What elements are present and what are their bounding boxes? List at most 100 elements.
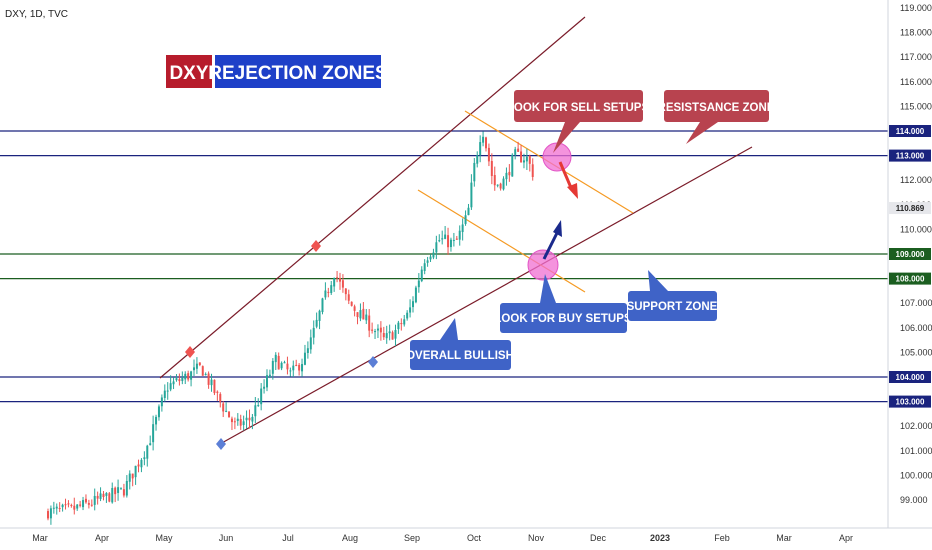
last-price-tag-text: 110.869	[896, 204, 925, 213]
candle-body	[344, 288, 347, 295]
sell-arrow-head-icon	[567, 183, 578, 199]
candle-body	[327, 291, 330, 293]
candle-body	[426, 260, 429, 263]
candle-body	[114, 487, 117, 495]
bullish-callout-pointer	[440, 318, 458, 340]
candle-body	[397, 322, 400, 330]
candle-body	[449, 239, 452, 248]
level-price-tag	[889, 395, 931, 408]
candle-body	[502, 178, 505, 190]
candle-body	[490, 161, 493, 177]
candle-body	[55, 506, 58, 509]
resistance-zone-callout[interactable]: RESISTSANCE ZONE	[658, 90, 775, 144]
candle-body	[414, 287, 417, 303]
time-tick-label: May	[155, 533, 173, 543]
pivot-low-marker	[216, 438, 226, 450]
time-tick-label: Mar	[32, 533, 48, 543]
price-tick-label: 112.000	[900, 175, 932, 185]
horizontal-levels	[0, 130, 888, 403]
candle-body	[289, 370, 292, 372]
candle-body	[511, 154, 514, 177]
candle-body	[58, 508, 61, 510]
candle-body	[412, 301, 414, 308]
candle-body	[525, 156, 528, 162]
chart-title: DXY REJECTION ZONES	[166, 55, 388, 88]
candle-body	[230, 418, 233, 423]
candle-body	[403, 319, 406, 325]
candle-body	[394, 330, 397, 339]
candle-body	[102, 493, 105, 498]
candle-body	[228, 411, 231, 418]
overall-bullish-callout[interactable]: OVERALL BULLISH	[406, 318, 514, 370]
candle-body	[467, 207, 470, 216]
sell-arrow-icon	[558, 161, 574, 191]
support-zone-callout[interactable]: SUPPORT ZONE	[627, 270, 718, 321]
candle-body	[347, 294, 350, 301]
candle-body	[169, 383, 172, 390]
candle-body	[245, 417, 248, 421]
buy-setups-callout[interactable]: LOOK FOR BUY SETUPS	[494, 274, 632, 333]
price-tick-label: 100.000	[900, 470, 932, 480]
sell-setups-callout[interactable]: LOOK FOR SELL SETUPS	[507, 90, 650, 153]
time-tick-label: Mar	[776, 533, 792, 543]
candle-body	[514, 149, 517, 155]
support-callout-box	[628, 291, 717, 321]
candle-body	[417, 280, 420, 288]
candle-body	[122, 489, 125, 496]
candle-body	[470, 182, 473, 208]
candle-body	[309, 337, 312, 350]
candle-body	[52, 507, 55, 509]
price-tick-label: 107.000	[900, 298, 932, 308]
candle-body	[406, 312, 409, 319]
level-price-tag-text: 108.000	[896, 275, 925, 284]
candle-body	[172, 381, 175, 385]
time-tick-label: Feb	[714, 533, 730, 543]
candle-body	[362, 308, 365, 320]
candle-body	[251, 416, 254, 422]
candle-body	[280, 362, 283, 369]
rejection-highlights	[527, 142, 572, 281]
level-price-tag-text: 104.000	[896, 373, 925, 382]
candle-body	[438, 240, 441, 242]
candle-body	[90, 504, 93, 506]
time-tick-label: Sep	[404, 533, 420, 543]
candle-body	[432, 252, 435, 258]
candle-body	[312, 327, 315, 338]
candle-body	[181, 377, 184, 382]
candle-body	[146, 445, 149, 459]
candle-body	[93, 495, 96, 505]
candle-body	[222, 403, 225, 412]
candle-body	[528, 156, 531, 164]
candle-body	[306, 348, 309, 353]
candle-body	[96, 495, 99, 499]
title-zones-text: REJECTION ZONES	[208, 63, 387, 84]
buy-arrow-icon	[542, 232, 559, 260]
candle-body	[210, 379, 213, 386]
candle-body	[82, 500, 85, 508]
candle-body	[385, 333, 388, 339]
candle-body	[505, 172, 508, 180]
price-axis[interactable]: 99.000 100.000 101.000 102.000 105.000 106.00…	[887, 0, 932, 528]
candle-body	[303, 352, 306, 365]
candle-body	[452, 239, 455, 241]
candle-body	[61, 504, 64, 508]
candle-body	[263, 386, 266, 389]
candle-body	[476, 155, 479, 164]
price-level-tags: 114.000 113.000 109.000 108.000 104.000 103.0…	[889, 125, 931, 408]
candle-body	[374, 331, 377, 333]
candle-body	[298, 364, 301, 371]
candle-body	[99, 493, 102, 499]
candle-body	[522, 160, 525, 163]
candle-body	[283, 362, 286, 364]
time-axis[interactable]: Mar Apr May Jun Jul Aug Sep Oct Nov Dec 2023 Feb Mar…	[0, 527, 932, 543]
candle-body	[190, 371, 193, 380]
level-price-tag	[889, 248, 931, 260]
candle-body	[207, 373, 210, 385]
buy-arrow-head-icon	[553, 220, 562, 237]
candle-body	[84, 498, 87, 503]
channel-lower-line	[219, 146, 753, 445]
sell-callout-pointer	[553, 122, 580, 153]
candle-body	[473, 162, 476, 182]
